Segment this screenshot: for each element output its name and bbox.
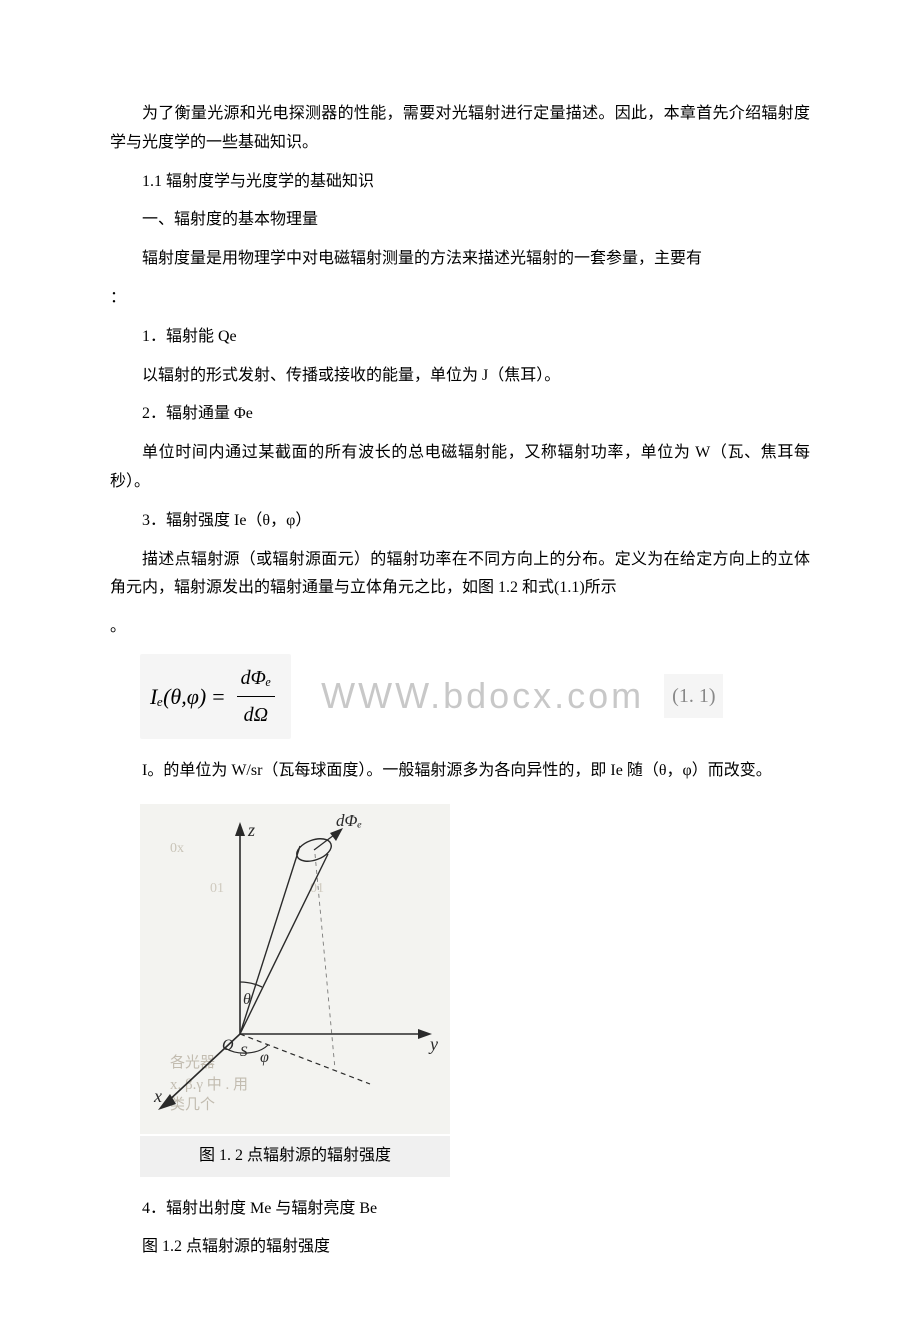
item-2-body: 单位时间内通过某截面的所有波长的总电磁辐射能，又称辐射功率，单位为 W（瓦、焦耳… xyxy=(110,439,810,497)
equation-1-1: Iₑ(θ,φ) = dΦₑ dΩ WWW.bdocx.com (1. 1) xyxy=(140,654,810,739)
item-3-period: 。 xyxy=(110,613,810,642)
item-4-title: 4．辐射出射度 Me 与辐射亮度 Be xyxy=(110,1195,810,1224)
bg-hint-2: 类几个 xyxy=(170,1096,215,1113)
after-formula-paragraph: I。的单位为 W/sr（瓦每球面度）。一般辐射源多为各向异性的，即 Ie 随（θ… xyxy=(110,757,810,786)
phi-label: φ xyxy=(260,1049,269,1066)
svg-text:x. β.γ 中 . 用: x. β.γ 中 . 用 xyxy=(170,1076,248,1093)
item-1-title: 1．辐射能 Qe xyxy=(110,323,810,352)
dphi-label: dΦₑ xyxy=(336,811,362,830)
intro-paragraph: 为了衡量光源和光电探测器的性能，需要对光辐射进行定量描述。因此，本章首先介绍辐射… xyxy=(110,100,810,158)
item-3-title: 3．辐射强度 Ie（θ，φ） xyxy=(110,507,810,536)
equation-lhs: Iₑ(θ,φ) xyxy=(150,677,206,717)
figure-1-2-reference: 图 1.2 点辐射源的辐射强度 xyxy=(110,1233,810,1262)
equals-sign: = xyxy=(212,677,224,717)
svg-text:01: 01 xyxy=(210,881,224,896)
watermark-text: WWW.bdocx.com xyxy=(321,664,644,729)
item-1-body: 以辐射的形式发射、传播或接收的能量，单位为 J（焦耳）。 xyxy=(110,362,810,391)
equation-numerator: dΦₑ xyxy=(237,660,275,697)
equation-fraction: dΦₑ dΩ xyxy=(237,660,275,733)
desc-a-colon: ： xyxy=(110,284,810,313)
bg-hint-text: 0x xyxy=(170,841,184,856)
item-3-body: 描述点辐射源（或辐射源面元）的辐射功率在不同方向上的分布。定义为在给定方向上的立… xyxy=(110,546,810,604)
bg-hint-1: 各光器 xyxy=(170,1054,215,1071)
equation-expression: Iₑ(θ,φ) = dΦₑ dΩ xyxy=(140,654,291,739)
subheading-a: 一、辐射度的基本物理量 xyxy=(110,206,810,235)
figure-1-2-svg: 0x 01 01 各光器 x. β.γ 中 . 用 类几个 z y x O S … xyxy=(140,804,450,1134)
theta-label: θ xyxy=(243,991,251,1008)
desc-a: 辐射度量是用物理学中对电磁辐射测量的方法来描述光辐射的一套参量，主要有 xyxy=(110,245,810,274)
svg-text:01: 01 xyxy=(310,881,324,896)
axis-x-label: x xyxy=(153,1086,162,1106)
equation-denominator: dΩ xyxy=(240,697,272,733)
s-label: S xyxy=(240,1044,248,1060)
axis-y-label: y xyxy=(428,1034,438,1054)
axis-z-label: z xyxy=(247,820,255,840)
equation-number: (1. 1) xyxy=(664,674,723,718)
item-2-title: 2．辐射通量 Φe xyxy=(110,400,810,429)
figure-1-2-caption: 图 1. 2 点辐射源的辐射强度 xyxy=(140,1136,450,1177)
figure-1-2: 0x 01 01 各光器 x. β.γ 中 . 用 类几个 z y x O S … xyxy=(140,804,450,1177)
section-1-1-heading: 1.1 辐射度学与光度学的基础知识 xyxy=(110,168,810,197)
